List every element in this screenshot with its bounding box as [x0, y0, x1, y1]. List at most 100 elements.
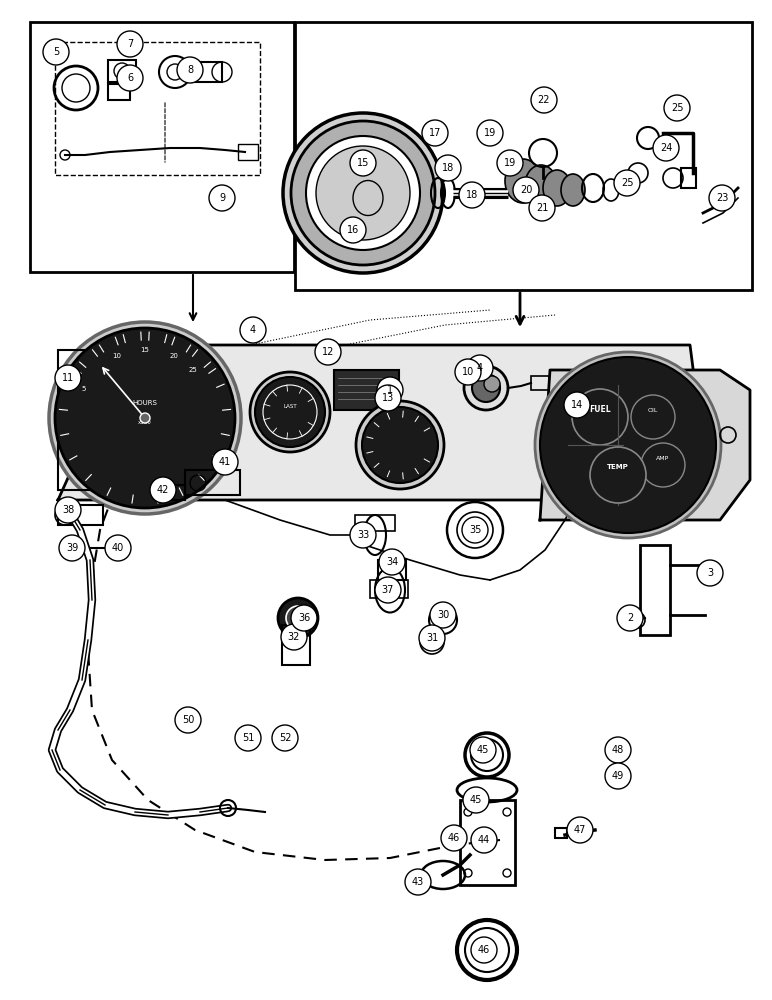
- Circle shape: [49, 322, 241, 514]
- Bar: [555, 828, 567, 838]
- Circle shape: [477, 120, 503, 146]
- Text: OIL: OIL: [648, 408, 659, 412]
- Circle shape: [471, 937, 497, 963]
- Ellipse shape: [505, 159, 541, 203]
- Text: 45: 45: [470, 795, 482, 805]
- Circle shape: [59, 535, 85, 561]
- Text: 6: 6: [127, 73, 133, 83]
- Text: 40: 40: [112, 543, 124, 553]
- Ellipse shape: [543, 170, 571, 206]
- Bar: [378, 560, 406, 580]
- Text: AMP: AMP: [656, 456, 669, 462]
- Text: 12: 12: [322, 347, 334, 357]
- Circle shape: [278, 598, 318, 638]
- Circle shape: [272, 725, 298, 751]
- Text: 5: 5: [52, 47, 59, 57]
- Circle shape: [286, 606, 310, 630]
- Circle shape: [377, 377, 403, 403]
- Text: HOURS: HOURS: [133, 400, 157, 406]
- Text: 9: 9: [219, 193, 225, 203]
- Bar: [460, 800, 515, 885]
- Circle shape: [497, 150, 523, 176]
- Circle shape: [209, 185, 235, 211]
- Text: 33: 33: [357, 530, 369, 540]
- Circle shape: [315, 339, 341, 365]
- Text: FUEL: FUEL: [589, 406, 611, 414]
- Text: 45: 45: [477, 745, 489, 755]
- Text: 3: 3: [707, 568, 713, 578]
- Bar: [55, 42, 260, 175]
- Circle shape: [150, 477, 176, 503]
- Circle shape: [572, 389, 628, 445]
- Text: 18: 18: [466, 190, 478, 200]
- Circle shape: [605, 737, 631, 763]
- Circle shape: [605, 763, 631, 789]
- Circle shape: [419, 625, 445, 651]
- Circle shape: [356, 401, 444, 489]
- Circle shape: [212, 449, 238, 475]
- Text: 31: 31: [426, 633, 438, 643]
- Circle shape: [464, 366, 508, 410]
- Text: 25: 25: [188, 367, 198, 373]
- Text: 4: 4: [250, 325, 256, 335]
- Bar: [282, 625, 310, 665]
- Circle shape: [614, 170, 640, 196]
- Text: 32: 32: [288, 632, 300, 642]
- Bar: [163, 485, 185, 500]
- Circle shape: [117, 31, 143, 57]
- Circle shape: [529, 195, 555, 221]
- Text: 16: 16: [347, 225, 359, 235]
- Bar: [58, 350, 198, 490]
- Text: 21: 21: [536, 203, 548, 213]
- Circle shape: [664, 95, 690, 121]
- Ellipse shape: [525, 165, 557, 205]
- Bar: [58, 505, 103, 525]
- Bar: [681, 168, 696, 188]
- Circle shape: [631, 395, 675, 439]
- Circle shape: [263, 385, 317, 439]
- Text: TEMP: TEMP: [607, 464, 629, 470]
- Text: 30: 30: [437, 610, 449, 620]
- Circle shape: [255, 377, 325, 447]
- Bar: [185, 470, 240, 495]
- Bar: [108, 84, 130, 100]
- Text: 8: 8: [187, 65, 193, 75]
- Circle shape: [281, 624, 307, 650]
- Circle shape: [472, 374, 500, 402]
- Bar: [640, 545, 670, 635]
- Circle shape: [375, 385, 401, 411]
- Circle shape: [430, 602, 456, 628]
- Bar: [295, 22, 752, 290]
- Text: 42: 42: [157, 485, 169, 495]
- Text: 43: 43: [412, 877, 424, 887]
- Text: 19: 19: [484, 128, 496, 138]
- Circle shape: [462, 517, 488, 543]
- Bar: [192, 62, 222, 82]
- Circle shape: [463, 787, 489, 813]
- Circle shape: [105, 535, 131, 561]
- Circle shape: [617, 605, 643, 631]
- Text: 51: 51: [242, 733, 254, 743]
- Polygon shape: [58, 345, 710, 500]
- Text: 48: 48: [612, 745, 624, 755]
- Circle shape: [43, 39, 69, 65]
- Text: 49: 49: [612, 771, 624, 781]
- Circle shape: [641, 443, 685, 487]
- Text: 38: 38: [62, 505, 74, 515]
- Circle shape: [379, 549, 405, 575]
- Text: 23: 23: [716, 193, 728, 203]
- Circle shape: [590, 447, 646, 503]
- Circle shape: [422, 120, 448, 146]
- Circle shape: [291, 605, 317, 631]
- Text: LAST: LAST: [283, 404, 296, 410]
- Text: 14: 14: [571, 400, 583, 410]
- Text: 19: 19: [504, 158, 516, 168]
- Text: 15: 15: [357, 158, 369, 168]
- Text: 36: 36: [298, 613, 310, 623]
- Circle shape: [177, 57, 203, 83]
- Bar: [108, 60, 136, 82]
- Circle shape: [531, 87, 557, 113]
- Text: 20: 20: [169, 353, 178, 359]
- Circle shape: [405, 869, 431, 895]
- Bar: [334, 370, 399, 410]
